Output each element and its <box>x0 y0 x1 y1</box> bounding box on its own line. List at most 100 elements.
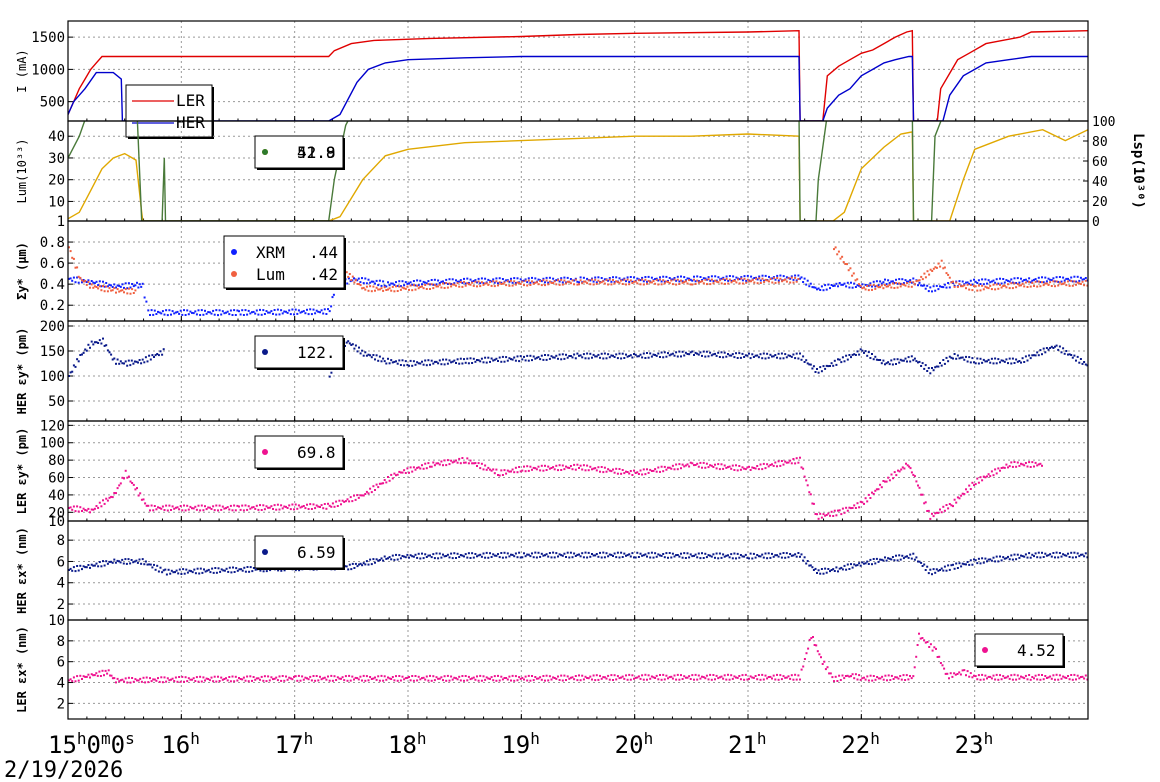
data-point <box>712 674 715 676</box>
data-point <box>427 462 430 465</box>
data-point <box>899 285 902 288</box>
data-point <box>965 488 967 491</box>
data-point <box>884 674 887 677</box>
data-point <box>712 280 715 283</box>
y-tick-label: 200 <box>40 319 65 335</box>
data-point <box>139 677 142 680</box>
data-point <box>853 563 856 566</box>
data-point <box>320 504 323 507</box>
data-point <box>665 674 668 677</box>
data-point <box>1028 552 1031 555</box>
data-point <box>927 572 930 575</box>
data-point <box>547 465 550 468</box>
data-point <box>662 279 665 282</box>
data-point <box>943 667 946 670</box>
data-point <box>1083 278 1086 281</box>
data-point <box>81 281 83 284</box>
data-point <box>1065 677 1068 679</box>
data-point <box>144 681 147 684</box>
data-point <box>254 678 257 681</box>
data-point <box>971 289 974 292</box>
data-point <box>733 675 736 678</box>
data-point <box>548 675 551 678</box>
data-point <box>929 268 932 271</box>
data-point <box>68 375 70 377</box>
data-point <box>956 354 959 357</box>
data-point <box>422 280 425 283</box>
data-point <box>489 360 491 363</box>
data-point <box>340 503 342 506</box>
data-point <box>388 362 391 365</box>
data-point <box>845 506 848 509</box>
data-point <box>931 573 933 576</box>
data-point <box>540 552 543 555</box>
data-point <box>348 342 351 345</box>
data-point <box>714 279 717 282</box>
data-point <box>1055 551 1058 554</box>
panel-frame <box>67 220 1089 322</box>
data-point <box>453 282 456 285</box>
data-point <box>730 279 733 282</box>
data-point <box>137 494 140 497</box>
data-point <box>430 279 433 281</box>
data-point <box>644 673 647 676</box>
data-point <box>935 568 938 571</box>
data-point <box>505 279 508 282</box>
data-point <box>907 356 910 359</box>
data-point <box>628 280 631 283</box>
data-point <box>1054 556 1056 559</box>
data-point <box>634 280 637 283</box>
data-point <box>537 551 540 554</box>
data-point <box>1062 276 1065 279</box>
y-tick-label: 0.4 <box>40 277 65 293</box>
data-point <box>471 677 474 680</box>
data-point <box>362 674 365 677</box>
data-point <box>704 355 707 358</box>
data-point <box>880 558 883 561</box>
data-point <box>762 352 765 355</box>
data-point <box>657 279 660 282</box>
data-point <box>762 462 765 465</box>
data-point <box>542 358 545 361</box>
data-point <box>458 675 461 678</box>
data-point <box>751 466 754 469</box>
data-point <box>704 466 707 469</box>
data-point <box>808 363 811 366</box>
data-point <box>421 677 423 680</box>
data-point <box>147 681 150 684</box>
data-point <box>803 277 806 280</box>
data-point <box>453 676 456 679</box>
data-point <box>647 275 650 278</box>
data-point <box>262 309 265 312</box>
data-point <box>641 473 644 476</box>
data-point <box>547 679 550 682</box>
data-point <box>132 285 135 288</box>
data-point <box>459 554 462 556</box>
data-point <box>1079 283 1082 285</box>
data-point <box>1036 556 1039 559</box>
data-point <box>733 552 736 555</box>
data-point <box>466 282 469 285</box>
data-point <box>738 675 741 677</box>
data-point <box>152 678 155 681</box>
data-point <box>1029 556 1032 559</box>
data-point <box>851 673 854 676</box>
data-point <box>885 362 888 365</box>
data-point <box>633 276 635 279</box>
data-point <box>442 679 444 682</box>
data-point <box>421 285 423 288</box>
data-point <box>388 284 391 287</box>
data-point <box>699 461 702 464</box>
data-point <box>539 279 542 282</box>
data-point <box>435 676 438 679</box>
data-point <box>678 283 681 285</box>
data-point <box>864 678 867 681</box>
data-point <box>917 361 919 364</box>
data-point <box>511 553 514 556</box>
panel-frame <box>67 320 1089 422</box>
panel-frame <box>67 20 1089 122</box>
data-point <box>521 280 524 283</box>
data-point <box>795 280 798 283</box>
data-point <box>727 466 729 469</box>
data-point <box>1086 678 1088 681</box>
